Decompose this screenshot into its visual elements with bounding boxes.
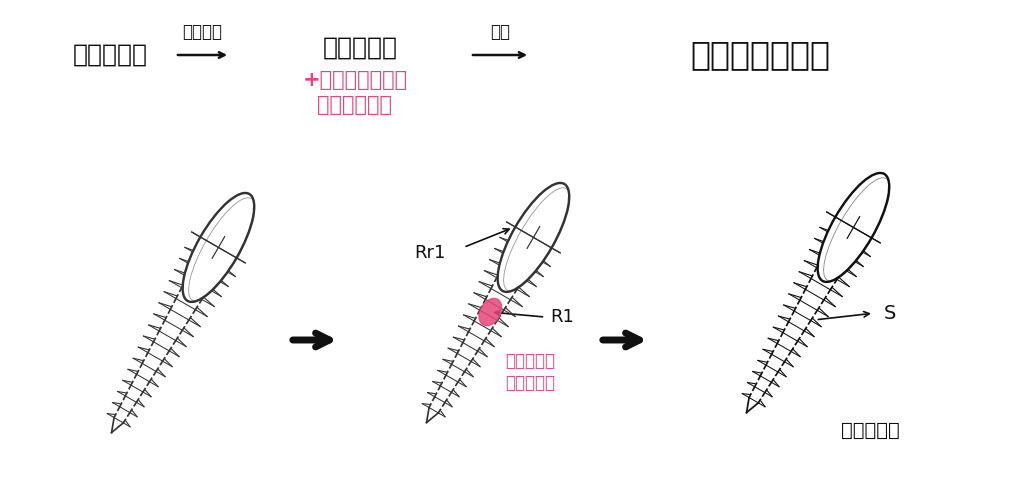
Text: Rr1: Rr1 (414, 245, 446, 262)
Text: 良品データ: 良品データ (72, 43, 147, 67)
Ellipse shape (480, 298, 502, 326)
Ellipse shape (498, 183, 569, 292)
Polygon shape (429, 246, 536, 413)
Text: 生成領域指定: 生成領域指定 (318, 95, 392, 115)
Text: ペイント: ペイント (182, 23, 222, 41)
Ellipse shape (818, 173, 889, 282)
Text: S: S (884, 304, 896, 323)
Text: 合成不良データ: 合成不良データ (690, 38, 830, 72)
Ellipse shape (183, 193, 254, 302)
Text: +ペイントによる: +ペイントによる (303, 70, 407, 90)
Polygon shape (114, 255, 221, 423)
Text: 不良を生成: 不良を生成 (505, 352, 556, 370)
Text: したい領域: したい領域 (505, 374, 556, 392)
Text: R1: R1 (551, 308, 574, 326)
Text: 合成不良部: 合成不良部 (841, 420, 899, 440)
Polygon shape (749, 235, 856, 403)
Text: 生成: 生成 (490, 23, 510, 41)
Text: 良品データ: 良品データ (322, 36, 397, 60)
